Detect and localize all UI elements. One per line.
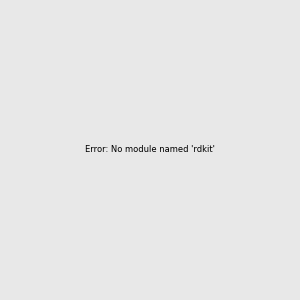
Text: Error: No module named 'rdkit': Error: No module named 'rdkit' bbox=[85, 146, 215, 154]
